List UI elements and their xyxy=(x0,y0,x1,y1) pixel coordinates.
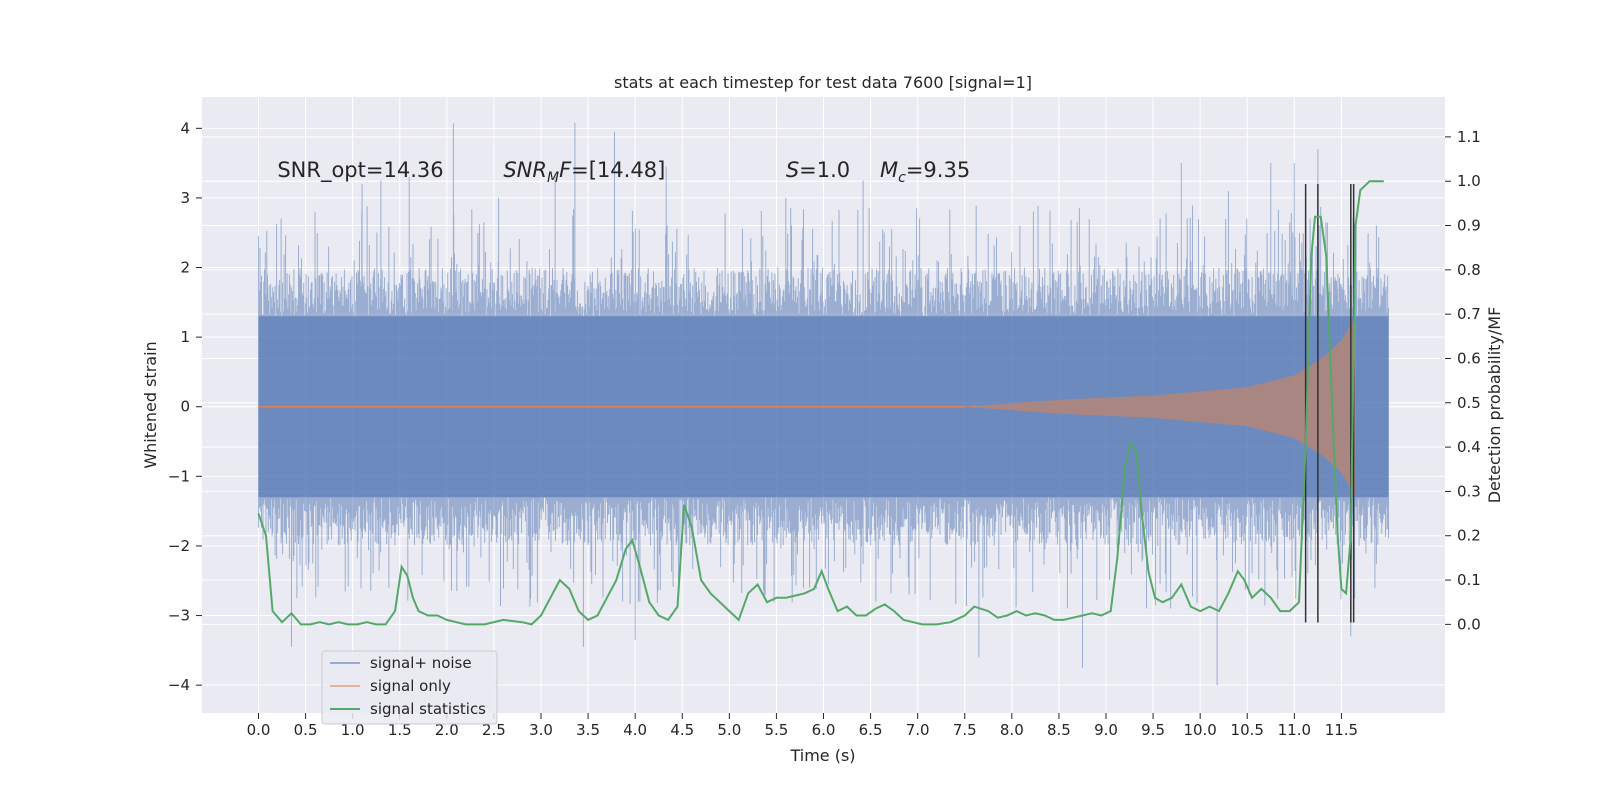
x-axis-ticks: 0.0 0.5 1.0 1.5 2.0 2.5 3.0 3.5 4.0 4.5 5.0 5.5 6.0 6… xyxy=(247,713,1358,739)
legend: signal+ noise signal only signal statist… xyxy=(321,650,498,725)
x-tick-label: 3.5 xyxy=(576,721,600,739)
y-axis-ticks: −4 −3 −2 −1 0 1 2 3 4 xyxy=(168,119,202,694)
y-tick-label: −1 xyxy=(168,467,190,485)
y-tick-label: −3 xyxy=(168,607,190,625)
x-tick-label: 3.0 xyxy=(529,721,553,739)
x-tick-label: 1.5 xyxy=(388,721,412,739)
x-tick-label: 2.5 xyxy=(482,721,506,739)
y2-tick-label: 0.9 xyxy=(1457,217,1481,235)
x-axis-label: Time (s) xyxy=(789,746,855,765)
x-tick-label: 7.0 xyxy=(906,721,930,739)
annotation-2: S=1.0 xyxy=(786,158,850,182)
x-tick-label: 0.0 xyxy=(247,721,271,739)
annotation-3-subscript: c xyxy=(898,170,906,186)
y2-tick-label: 1.1 xyxy=(1457,128,1481,146)
y2-tick-label: 0.3 xyxy=(1457,482,1481,500)
x-tick-label: 7.5 xyxy=(953,721,977,739)
y-tick-label: 0 xyxy=(180,398,190,416)
x-tick-label: 11.0 xyxy=(1278,721,1311,739)
x-tick-label: 0.5 xyxy=(294,721,318,739)
y2-tick-label: 0.5 xyxy=(1457,394,1481,412)
y-tick-label: −2 xyxy=(168,537,190,555)
chart-title: stats at each timestep for test data 760… xyxy=(614,73,1032,92)
y-tick-label: −4 xyxy=(168,676,190,694)
x-tick-label: 4.0 xyxy=(623,721,647,739)
x-tick-label: 4.5 xyxy=(670,721,694,739)
y2-tick-label: 0.6 xyxy=(1457,349,1481,367)
x-tick-label: 6.0 xyxy=(812,721,836,739)
annotation-1-italic-letter: F xyxy=(559,158,572,182)
annotation-3: Mc=9.35 xyxy=(880,158,970,186)
annotation-1-subscript: M xyxy=(547,170,559,186)
y-tick-label: 4 xyxy=(180,119,190,137)
x-tick-label: 9.0 xyxy=(1094,721,1118,739)
annotation-2-rest: =1.0 xyxy=(799,158,850,182)
x-tick-label: 8.0 xyxy=(1000,721,1024,739)
annotation-3-rest: =9.35 xyxy=(906,158,970,182)
y-tick-label: 2 xyxy=(180,259,190,277)
series-signal-only xyxy=(258,316,1356,497)
x-tick-label: 11.5 xyxy=(1325,721,1358,739)
annotation-1: SNRMF=[14.48] xyxy=(503,158,665,186)
y2-tick-label: 0.4 xyxy=(1457,438,1481,456)
legend-label-signal-only: signal only xyxy=(370,677,451,695)
x-tick-label: 6.5 xyxy=(859,721,883,739)
y2-tick-label: 1.0 xyxy=(1457,172,1481,190)
annotation-2-main: S xyxy=(786,158,799,182)
annotation-0: SNR_opt=14.36 xyxy=(277,158,443,183)
legend-label-signal-plus-noise: signal+ noise xyxy=(370,654,472,672)
y2-tick-label: 0.8 xyxy=(1457,261,1481,279)
y-tick-label: 3 xyxy=(180,189,190,207)
y2-axis-ticks: 0.0 0.1 0.2 0.3 0.4 0.5 0.6 0.7 0.8 0.9 1.0 1.1 xyxy=(1445,128,1481,633)
y2-axis-label: Detection probability/MF xyxy=(1485,307,1504,504)
y2-tick-label: 0.1 xyxy=(1457,571,1481,589)
annotation-1-rest: =[14.48] xyxy=(571,158,665,182)
x-tick-label: 8.5 xyxy=(1047,721,1071,739)
annotations: SNR_opt=14.36 SNRMF=[14.48] S=1.0 Mc=9.35 xyxy=(277,158,970,186)
x-tick-label: 10.0 xyxy=(1183,721,1216,739)
y2-tick-label: 0.7 xyxy=(1457,305,1481,323)
y2-tick-label: 0.0 xyxy=(1457,615,1481,633)
x-tick-label: 2.0 xyxy=(435,721,459,739)
annotation-3-main: M xyxy=(880,158,898,182)
y-tick-label: 1 xyxy=(180,328,190,346)
series-signal-statistics-line xyxy=(257,180,1384,626)
y2-tick-label: 0.2 xyxy=(1457,527,1481,545)
x-tick-label: 9.5 xyxy=(1141,721,1165,739)
signal-only-chirp xyxy=(964,316,1356,497)
y-axis-label: Whitened strain xyxy=(141,341,160,468)
legend-box xyxy=(321,650,498,725)
legend-label-signal-statistics: signal statistics xyxy=(370,700,486,718)
x-tick-label: 5.5 xyxy=(764,721,788,739)
x-tick-label: 5.0 xyxy=(717,721,741,739)
x-tick-label: 10.5 xyxy=(1231,721,1264,739)
annotation-1-main: SNR xyxy=(503,158,547,182)
x-tick-label: 1.0 xyxy=(341,721,365,739)
